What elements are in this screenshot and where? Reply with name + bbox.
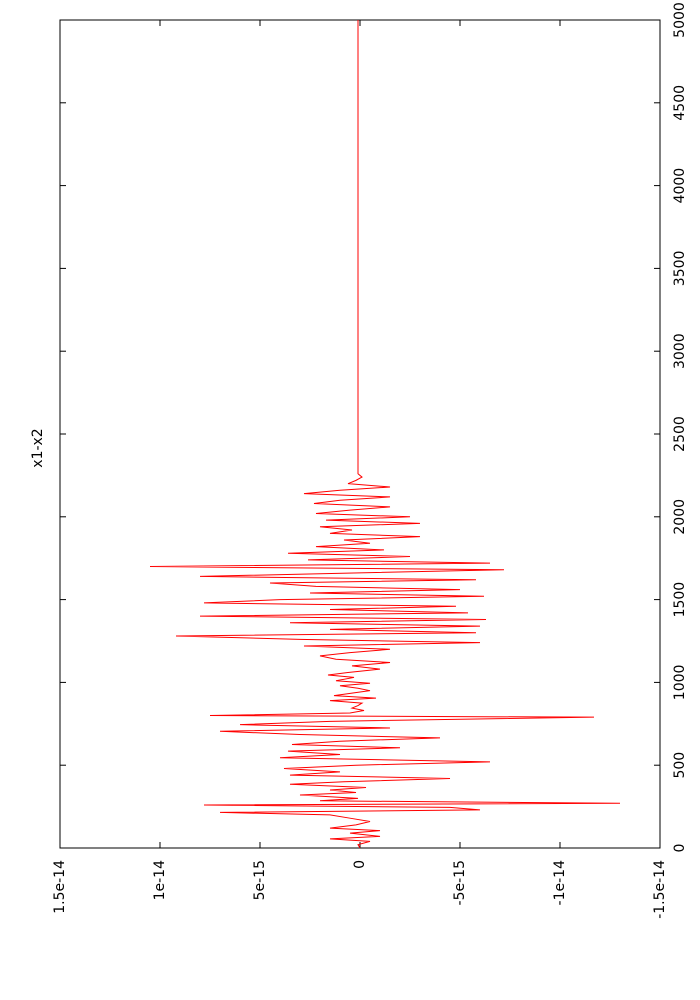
y-tick-label: -5e-15 [452, 860, 468, 905]
y-tick-label: -1e-14 [552, 860, 568, 906]
tick-labels: 0 500 1000 1500 2000 2500 3000 3500 4000 4500 5000… [52, 2, 688, 919]
x-tick-label: 1500 [672, 582, 688, 618]
x-tick-label: 2000 [672, 499, 688, 535]
x-tick-label: 500 [672, 752, 688, 779]
y-tick-label: -1.5e-14 [652, 860, 668, 919]
y-tick-label: 0 [352, 860, 368, 869]
axis-ticks [59, 19, 661, 849]
x-tick-label: 5000 [672, 2, 688, 38]
x-tick-label: 4000 [672, 168, 688, 204]
x-tick-label: 3500 [672, 251, 688, 287]
y-tick-label: 1e-14 [152, 860, 168, 900]
series-line-x1-x2 [149, 20, 621, 849]
x-tick-label: 0 [672, 844, 688, 853]
chart-title: x1-x2 [30, 428, 46, 467]
x-tick-label: 1000 [672, 665, 688, 701]
x-tick-label: 4500 [672, 85, 688, 121]
y-tick-label: 5e-15 [252, 860, 268, 900]
y-tick-label: 1.5e-14 [52, 860, 68, 914]
plot-area-frame [59, 19, 661, 849]
x-tick-label: 3000 [672, 333, 688, 369]
x-tick-label: 2500 [672, 416, 688, 452]
